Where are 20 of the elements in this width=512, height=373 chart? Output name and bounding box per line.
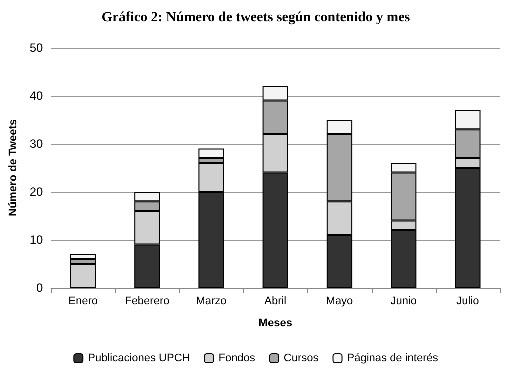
y-axis-title: Número de Tweets xyxy=(8,120,20,216)
y-tick-label: 20 xyxy=(30,185,44,199)
y-tick-label: 30 xyxy=(30,137,44,151)
y-tick-label: 0 xyxy=(36,281,44,295)
legend-label: Publicaciones UPCH xyxy=(88,352,190,364)
legend-label: Páginas de interés xyxy=(347,352,439,364)
x-tick-label: Mayo xyxy=(326,296,354,308)
x-axis-title: Meses xyxy=(258,318,292,330)
x-tick-label: Marzo xyxy=(196,296,227,308)
x-tick-label: Enero xyxy=(68,296,98,308)
legend-label: Cursos xyxy=(284,352,320,364)
x-tick-label: Junio xyxy=(390,296,417,308)
y-tick-label: 50 xyxy=(30,41,44,55)
chart-title: Gráfico 2: Número de tweets según contenido y mes xyxy=(102,10,411,26)
x-tick-label: Julio xyxy=(456,296,480,308)
legend-label: Fondos xyxy=(218,352,256,364)
y-tick-label: 10 xyxy=(30,233,44,247)
y-tick-label: 40 xyxy=(30,89,44,103)
x-tick-label: Abril xyxy=(264,296,287,308)
x-tick-label: Feberero xyxy=(125,296,170,308)
